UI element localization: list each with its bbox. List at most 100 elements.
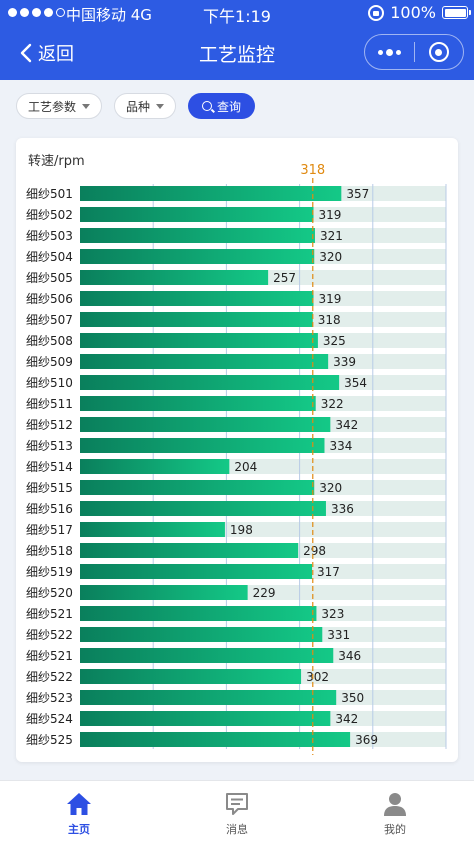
category-label: 细纱513 xyxy=(26,439,73,453)
bar xyxy=(80,228,315,243)
target-icon xyxy=(428,42,449,62)
bar xyxy=(80,690,337,705)
value-label: 320 xyxy=(319,481,342,495)
bar xyxy=(80,669,302,684)
value-label: 334 xyxy=(329,439,352,453)
bar xyxy=(80,291,314,306)
value-label: 204 xyxy=(234,460,257,474)
nav-bar: 返回 工艺监控 xyxy=(0,30,474,76)
bar xyxy=(80,732,351,747)
battery-area: 100% xyxy=(368,3,471,22)
category-label: 细纱524 xyxy=(26,712,73,726)
category-label: 细纱518 xyxy=(26,544,73,558)
back-button[interactable]: 返回 xyxy=(20,40,74,66)
top-bar: 中国移动 4G 下午1:19 100% 返回 工艺监控 xyxy=(0,0,474,80)
category-label: 细纱511 xyxy=(26,397,73,411)
rotation-lock-icon xyxy=(368,4,385,21)
category-label: 细纱501 xyxy=(26,187,73,201)
value-label: 317 xyxy=(317,565,340,579)
bar xyxy=(80,627,323,642)
chart-unit-label: 转速/rpm xyxy=(28,154,85,169)
value-label: 357 xyxy=(346,187,369,201)
caret-down-icon xyxy=(156,103,165,109)
value-label: 322 xyxy=(321,397,344,411)
filter-bar: 工艺参数 品种 查询 xyxy=(16,93,256,119)
value-label: 336 xyxy=(331,502,354,516)
value-label: 339 xyxy=(333,355,356,369)
value-label: 319 xyxy=(319,292,342,306)
bar xyxy=(80,312,313,327)
tab-home[interactable]: 主页 xyxy=(0,781,158,842)
value-label: 321 xyxy=(320,229,343,243)
category-label: 细纱520 xyxy=(26,586,73,600)
close-program-button[interactable] xyxy=(415,35,464,69)
value-label: 198 xyxy=(230,523,253,537)
value-label: 342 xyxy=(335,712,358,726)
bar xyxy=(80,333,318,348)
value-label: 302 xyxy=(306,670,329,684)
chevron-left-icon xyxy=(20,43,32,63)
category-label: 细纱515 xyxy=(26,481,73,495)
variety-dropdown[interactable]: 品种 xyxy=(114,93,177,119)
process-param-dropdown[interactable]: 工艺参数 xyxy=(16,93,103,119)
signal-icon xyxy=(8,8,65,17)
category-label: 细纱521 xyxy=(26,607,73,621)
bar xyxy=(80,585,248,600)
category-label: 细纱525 xyxy=(26,733,73,747)
back-label: 返回 xyxy=(38,44,74,65)
category-label: 细纱502 xyxy=(26,208,73,222)
bar xyxy=(80,354,329,369)
caret-down-icon xyxy=(82,103,91,109)
more-button[interactable] xyxy=(365,35,414,69)
category-label: 细纱519 xyxy=(26,565,73,579)
query-button[interactable]: 查询 xyxy=(188,93,256,119)
value-label: 354 xyxy=(344,376,367,390)
value-label: 318 xyxy=(318,313,341,327)
mini-program-capsule xyxy=(364,34,464,70)
category-label: 细纱523 xyxy=(26,691,73,705)
category-label: 细纱505 xyxy=(26,271,73,285)
tab-messages-label: 消息 xyxy=(226,823,248,836)
carrier-label: 中国移动 4G xyxy=(66,6,152,24)
category-label: 细纱512 xyxy=(26,418,73,432)
query-label: 查询 xyxy=(217,99,242,114)
category-label: 细纱522 xyxy=(26,670,73,684)
speed-bar-chart: 细纱501 357 细纱502 319 细纱503 321 细纱504 320 细纱505 257… xyxy=(26,163,447,755)
process-param-label: 工艺参数 xyxy=(28,99,77,114)
message-icon xyxy=(226,793,248,815)
category-label: 细纱517 xyxy=(26,523,73,537)
status-time: 下午1:19 xyxy=(203,7,271,26)
category-label: 细纱510 xyxy=(26,376,73,390)
tab-messages[interactable]: 消息 xyxy=(158,781,316,842)
category-label: 细纱508 xyxy=(26,334,73,348)
reference-label: 318 xyxy=(300,163,325,178)
tab-profile-label: 我的 xyxy=(384,823,406,836)
user-icon xyxy=(384,793,406,816)
value-label: 319 xyxy=(319,208,342,222)
category-label: 细纱516 xyxy=(26,502,73,516)
bar xyxy=(80,249,315,264)
bar xyxy=(80,711,331,726)
category-label: 细纱506 xyxy=(26,292,73,306)
tab-home-label: 主页 xyxy=(68,823,90,836)
bar xyxy=(80,522,225,537)
value-label: 342 xyxy=(335,418,358,432)
bar xyxy=(80,648,334,663)
category-label: 细纱509 xyxy=(26,355,73,369)
status-bar: 中国移动 4G 下午1:19 100% xyxy=(0,0,474,26)
value-label: 323 xyxy=(321,607,344,621)
page-title: 工艺监控 xyxy=(198,44,275,66)
search-icon xyxy=(202,101,213,111)
value-label: 298 xyxy=(303,544,326,558)
category-label: 细纱522 xyxy=(26,628,73,642)
bar xyxy=(80,417,331,432)
variety-label: 品种 xyxy=(126,99,151,114)
tab-profile[interactable]: 我的 xyxy=(316,781,474,842)
bar xyxy=(80,186,342,201)
value-label: 325 xyxy=(323,334,346,348)
bar xyxy=(80,270,269,285)
bar xyxy=(80,207,314,222)
value-label: 346 xyxy=(338,649,361,663)
category-label: 细纱521 xyxy=(26,649,73,663)
value-label: 229 xyxy=(253,586,276,600)
